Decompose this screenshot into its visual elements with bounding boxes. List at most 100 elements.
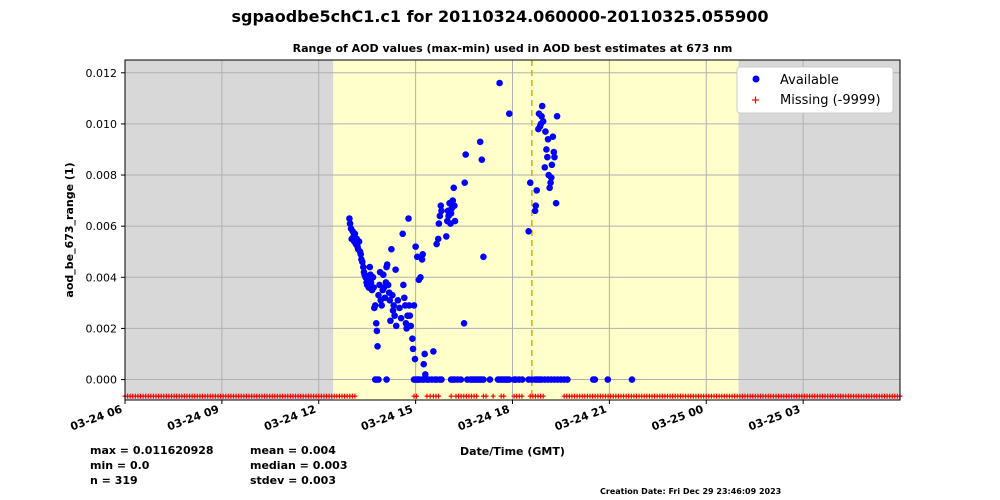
data-point (407, 322, 415, 330)
data-point (526, 179, 534, 187)
data-point (553, 112, 561, 120)
x-axis-label: Date/Time (GMT) (460, 445, 565, 458)
data-point (539, 118, 547, 125)
data-point (434, 235, 442, 243)
missing-series (122, 393, 903, 399)
data-point (480, 376, 487, 383)
data-point (546, 184, 553, 192)
data-point (380, 271, 387, 279)
stat-stdev: stdev = 0.003 (250, 474, 336, 487)
night-band (738, 60, 900, 400)
legend-box (736, 66, 894, 114)
data-point (405, 302, 413, 309)
data-point (551, 153, 558, 161)
data-point (367, 279, 375, 286)
x-tick-label: 03-24 06 (69, 402, 125, 433)
data-point (451, 202, 458, 210)
data-point (451, 217, 459, 225)
x-tick-label: 03-25 03 (747, 403, 802, 434)
data-point (386, 297, 394, 304)
data-point (360, 263, 367, 271)
data-point (410, 302, 418, 309)
daylight-band (333, 60, 739, 400)
data-point (422, 371, 429, 378)
data-point (366, 263, 374, 271)
data-point (430, 348, 437, 355)
data-point (438, 376, 445, 383)
data-point (417, 273, 424, 281)
data-point (518, 376, 526, 383)
y-tick-label: 0.000 (86, 374, 118, 387)
data-point (457, 376, 465, 383)
legend-available-marker (752, 75, 760, 83)
data-point (505, 376, 513, 383)
data-point (399, 230, 407, 238)
legend-missing-label: Missing (-9999) (780, 93, 881, 108)
data-point (421, 350, 428, 358)
data-point (375, 376, 382, 383)
data-point (402, 320, 410, 327)
data-point (359, 258, 366, 266)
data-point (412, 243, 419, 250)
data-point (401, 294, 408, 302)
legend-available-label: Available (780, 73, 839, 88)
data-point (406, 312, 414, 319)
data-point (384, 281, 392, 289)
data-point (392, 322, 400, 330)
data-point (547, 174, 555, 181)
x-tick-label: 03-24 21 (553, 403, 608, 434)
night-band (125, 60, 334, 400)
data-point (544, 153, 551, 161)
data-point (544, 135, 552, 143)
legend: Available Missing (-9999) (736, 66, 894, 114)
data-point (394, 297, 402, 304)
data-point (383, 261, 391, 268)
data-point (449, 197, 457, 204)
x-tick-label: 03-24 15 (359, 403, 414, 434)
x-tick-label: 03-24 12 (262, 403, 317, 434)
data-point (543, 146, 550, 153)
data-point (392, 266, 399, 273)
data-point (409, 345, 417, 353)
data-point (550, 148, 558, 156)
data-point (460, 320, 468, 327)
data-point (413, 253, 421, 261)
data-point (419, 250, 427, 258)
data-point (389, 291, 396, 299)
data-point (542, 128, 549, 135)
data-point (374, 343, 381, 350)
data-point (397, 314, 405, 322)
data-point (549, 133, 557, 140)
data-point (390, 302, 397, 309)
data-point (496, 79, 503, 87)
data-point (418, 256, 426, 263)
data-point (372, 320, 380, 327)
stat-mean: mean = 0.004 (250, 444, 336, 457)
y-tick-label: 0.008 (86, 169, 118, 182)
data-point (351, 230, 359, 238)
y-axis-label: aod_be_673_range (1) (63, 162, 76, 297)
data-point (346, 220, 354, 227)
available-series (346, 79, 636, 383)
y-tick-label: 0.010 (86, 118, 118, 131)
data-point (396, 304, 403, 312)
chart-subtitle: Range of AOD values (max-min) used in AO… (292, 42, 733, 55)
data-point (538, 112, 545, 120)
y-tick-label: 0.006 (86, 220, 118, 233)
data-point (547, 179, 554, 187)
data-point (591, 376, 599, 383)
data-point (435, 220, 443, 227)
data-point (443, 233, 450, 240)
data-point (411, 355, 419, 363)
data-point (388, 245, 395, 253)
stat-min: min = 0.0 (90, 459, 150, 472)
data-point (378, 302, 386, 309)
data-point (420, 360, 427, 368)
data-point (480, 253, 487, 261)
data-point (533, 187, 541, 194)
data-point (409, 335, 416, 342)
data-point (564, 376, 571, 383)
chart-title: sgpaodbe5chC1.c1 for 20110324.060000-201… (231, 7, 769, 26)
data-point (604, 376, 612, 383)
